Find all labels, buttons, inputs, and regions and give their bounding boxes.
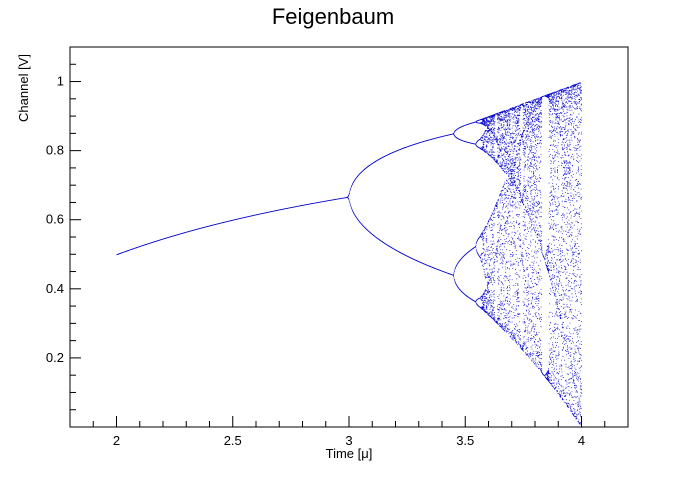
x-tick-label: 3 xyxy=(345,433,352,448)
plot-frame xyxy=(69,46,629,428)
x-tick-label: 3.5 xyxy=(456,433,474,448)
chart-title: Feigenbaum xyxy=(272,4,394,29)
bifurcation-points xyxy=(116,82,583,428)
x-tick-label: 2 xyxy=(113,433,120,448)
x-tick-label: 2.5 xyxy=(224,433,242,448)
y-tick-label: 1 xyxy=(57,74,64,89)
y-axis-label: Channel [V] xyxy=(16,54,31,122)
y-tick-label: 0.6 xyxy=(46,212,64,227)
y-tick-label: 0.8 xyxy=(46,143,64,158)
x-axis: 2 2.5 3 3.5 4 xyxy=(69,416,629,448)
x-tick-label: 4 xyxy=(578,433,585,448)
scatter-points xyxy=(116,82,583,428)
y-tick-label: 0.2 xyxy=(46,350,64,365)
x-axis-label: Time [μ] xyxy=(326,446,373,461)
y-axis: 0.2 0.4 0.6 0.8 1 xyxy=(46,63,81,411)
y-tick-label: 0.4 xyxy=(46,281,64,296)
